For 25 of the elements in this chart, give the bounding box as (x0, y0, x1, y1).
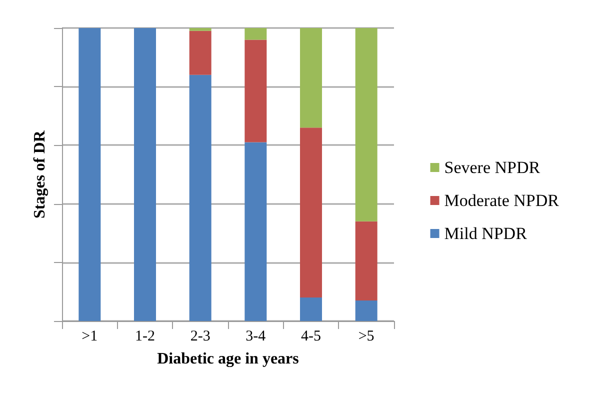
x-tick-label: >5 (358, 328, 374, 344)
legend-label: Moderate NPDR (444, 191, 560, 210)
x-tick-label: >1 (82, 328, 98, 344)
bar (355, 300, 378, 321)
x-tick-label: 3-4 (246, 328, 266, 344)
bar (134, 28, 156, 321)
y-axis-title: Stages of DR (32, 130, 48, 218)
legend-label: Severe NPDR (444, 158, 541, 177)
x-axis-title: Diabetic age in years (157, 350, 299, 368)
x-tick-label: 2-3 (190, 328, 210, 344)
x-tick-label: 4-5 (301, 328, 321, 344)
bar (300, 28, 322, 128)
bar (189, 74, 212, 321)
bar (189, 28, 212, 31)
legend-label: Mild NPDR (444, 224, 528, 243)
bar (244, 40, 267, 142)
bar (244, 28, 267, 40)
bar (355, 221, 378, 300)
bar (189, 30, 212, 75)
bar (300, 128, 322, 298)
bar (300, 298, 322, 321)
x-tick-label: 1-2 (135, 328, 155, 344)
bar (78, 28, 101, 321)
bar (244, 142, 267, 321)
bar (355, 28, 378, 222)
